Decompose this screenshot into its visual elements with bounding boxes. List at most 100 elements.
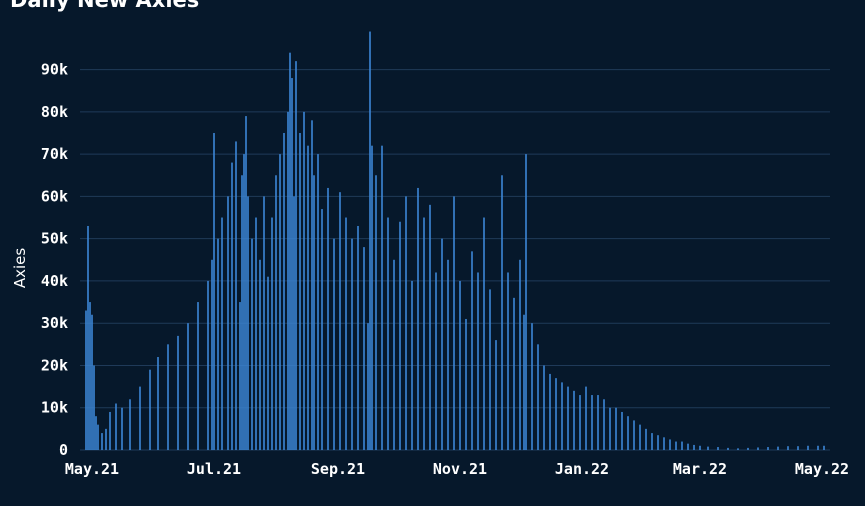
bar (777, 446, 779, 450)
x-axis-tick-labels: May.21 Jul.21 Sep.21 Nov.21 Jan.22 Mar.22 May.… (65, 460, 849, 478)
bar (139, 386, 141, 450)
bar (645, 428, 647, 450)
x-tick-label: May.21 (65, 460, 119, 478)
bar (327, 187, 329, 450)
bar (263, 196, 265, 450)
bar (399, 221, 401, 450)
bar (549, 373, 551, 450)
bar (651, 433, 653, 450)
bar (767, 447, 769, 450)
bar (369, 31, 371, 451)
bar (627, 416, 629, 450)
bar (307, 145, 309, 450)
bar (787, 446, 789, 450)
x-tick-label: Jul.21 (187, 460, 241, 478)
bar (441, 238, 443, 450)
bar (507, 272, 509, 450)
bar (241, 175, 243, 450)
y-tick-label: 0 (59, 441, 68, 459)
bar (609, 407, 611, 450)
bar (381, 145, 383, 450)
bar (299, 132, 301, 450)
bar (603, 399, 605, 450)
y-axis-tick-labels: 0 10k 20k 30k 40k 50k 60k 70k 80k 90k (41, 61, 68, 459)
bar (313, 175, 315, 450)
bar (367, 323, 369, 450)
bar (227, 196, 229, 450)
bar (129, 399, 131, 450)
y-tick-label: 90k (41, 61, 68, 79)
bar (411, 280, 413, 450)
bar (121, 407, 123, 450)
bar (669, 439, 671, 450)
bar (287, 111, 289, 451)
bar (717, 447, 719, 450)
x-tick-label: Mar.22 (673, 460, 727, 478)
bar (217, 238, 219, 450)
bar (429, 204, 431, 450)
bar (105, 428, 107, 450)
y-axis-label: Axies (11, 248, 29, 289)
bar (317, 154, 319, 450)
bar (149, 369, 151, 450)
bar (797, 446, 799, 450)
bar (675, 441, 677, 450)
bar (101, 433, 103, 450)
bar (519, 259, 521, 450)
bar (531, 323, 533, 450)
bar (513, 297, 515, 450)
bar (371, 145, 373, 450)
bar (247, 196, 249, 450)
bar (393, 259, 395, 450)
bar (633, 420, 635, 450)
bar (663, 437, 665, 450)
bar (231, 162, 233, 450)
bar (573, 390, 575, 450)
bar (243, 154, 245, 450)
y-tick-label: 40k (41, 272, 68, 290)
y-tick-label: 80k (41, 103, 68, 121)
bar (823, 445, 825, 450)
bar (727, 447, 729, 450)
bar (283, 132, 285, 450)
y-tick-label: 50k (41, 230, 68, 248)
bar-series (85, 31, 825, 451)
bar (245, 116, 247, 451)
bar (375, 175, 377, 450)
bar (303, 111, 305, 451)
bar (693, 444, 695, 450)
bar (447, 259, 449, 450)
bar (483, 217, 485, 450)
bar (213, 132, 215, 450)
bar (567, 386, 569, 450)
bar (615, 407, 617, 450)
bar (97, 424, 99, 450)
bar (333, 238, 335, 450)
bar (489, 289, 491, 450)
bar (435, 272, 437, 450)
bar (295, 61, 297, 450)
bar (251, 238, 253, 450)
bar (357, 225, 359, 450)
bar (239, 302, 241, 450)
y-tick-label: 20k (41, 356, 68, 374)
bar (681, 441, 683, 450)
bar (351, 238, 353, 450)
bar (417, 187, 419, 450)
bar (465, 318, 467, 450)
bar (817, 445, 819, 450)
bar (501, 175, 503, 450)
bar (109, 411, 111, 450)
bar (453, 196, 455, 450)
grid-lines (80, 69, 830, 451)
bar (321, 209, 323, 450)
bar (621, 411, 623, 450)
bar (585, 386, 587, 450)
bar (477, 272, 479, 450)
bar (235, 141, 237, 450)
x-tick-label: Jan.22 (555, 460, 609, 478)
bar (707, 446, 709, 450)
bar (87, 225, 89, 450)
